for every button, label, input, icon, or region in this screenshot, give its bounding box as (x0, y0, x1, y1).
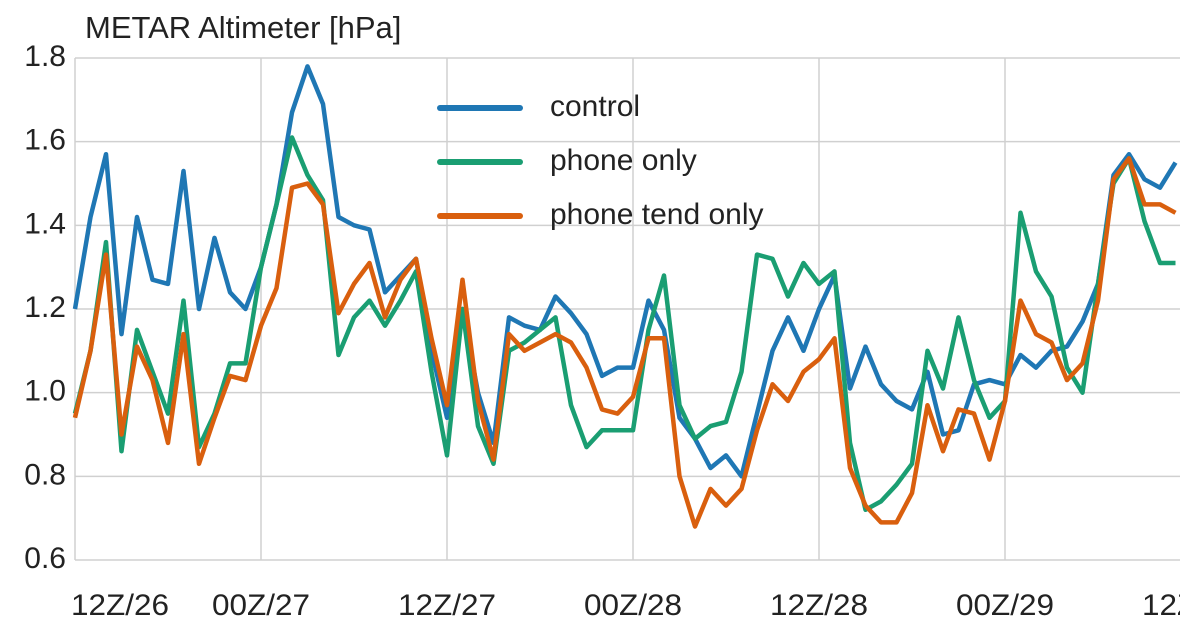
x-tick-label: 00Z/27 (212, 589, 310, 622)
y-tick-label: 0.8 (24, 458, 66, 491)
x-tick-label: 12Z/28 (770, 589, 868, 622)
x-tick-label: 12Z/27 (398, 589, 496, 622)
series-line (72, 64, 1178, 479)
series-line (72, 135, 1176, 513)
y-tick-label: 0.6 (24, 542, 66, 575)
x-tick-label: 12Z/29 (1142, 589, 1180, 622)
y-tick-label: 1.2 (24, 291, 66, 324)
x-tick-label: 00Z/29 (956, 589, 1054, 622)
x-tick-label: 00Z/28 (584, 589, 682, 622)
chart-title: METAR Altimeter [hPa] (85, 10, 401, 45)
x-tick-label: 12Z/26 (71, 589, 169, 622)
y-tick-label: 1.4 (24, 207, 66, 240)
legend-label: phone only (550, 144, 697, 177)
y-tick-label: 1.6 (24, 124, 66, 157)
series-line (72, 156, 1177, 529)
y-tick-label: 1.8 (24, 40, 66, 73)
legend-label: control (550, 90, 640, 123)
y-tick-label: 1.0 (24, 375, 66, 408)
legend-label: phone tend only (550, 198, 764, 231)
